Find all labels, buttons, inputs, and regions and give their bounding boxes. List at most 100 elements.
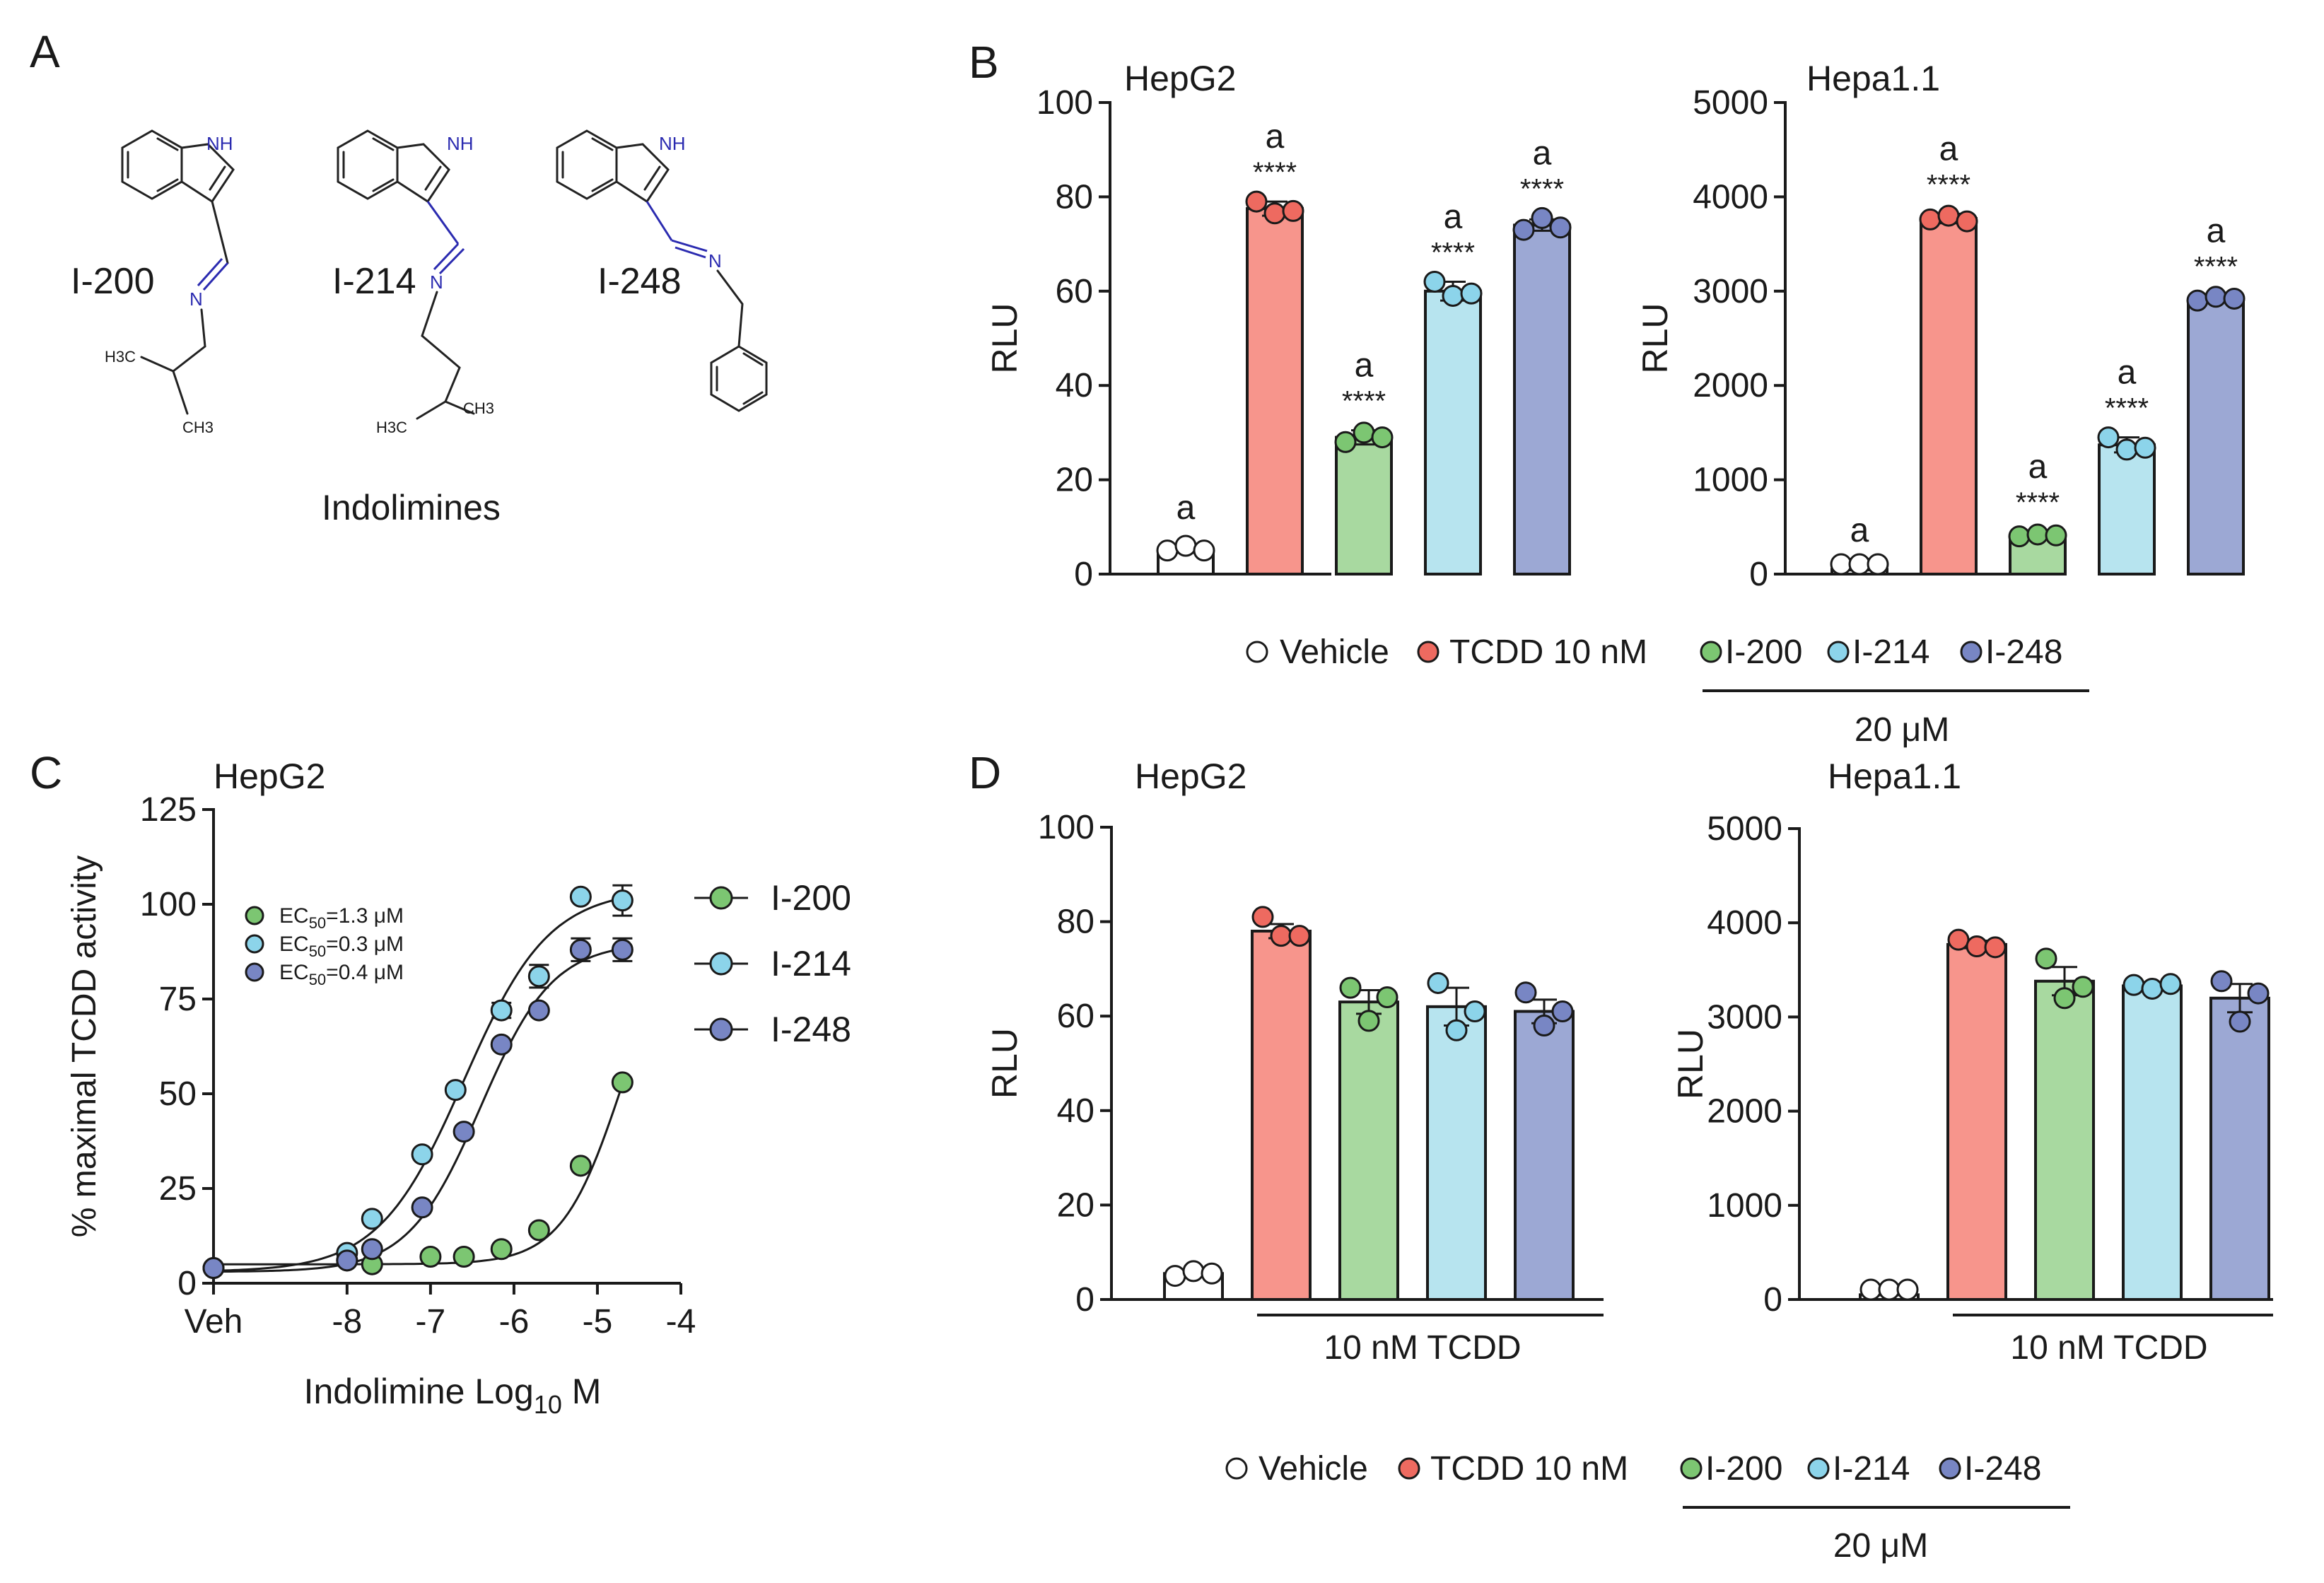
data-point-tcdd (1270, 925, 1292, 947)
data-point-i248 (1514, 981, 1537, 1004)
legend-label-i248: I-248 (1964, 1450, 2041, 1488)
y-axis-label: RLU (985, 303, 1024, 373)
data-point-i-214 (411, 1143, 433, 1166)
data-point-i-214 (611, 889, 633, 912)
legend-label-i-248: I-248 (771, 1010, 851, 1049)
significance-letter: a (1355, 347, 1374, 385)
group-label: 10 nM TCDD (2010, 1329, 2207, 1367)
data-point-i-248 (411, 1196, 433, 1219)
data-point-i-214 (569, 885, 592, 908)
y-axis-label: % maximal TCDD activity (66, 855, 103, 1238)
data-point-vehicle (1830, 553, 1852, 576)
y-tick-label: 0 (1074, 556, 1093, 593)
nh-label: NH (659, 133, 686, 154)
data-point-i214 (2134, 436, 2156, 459)
structure-i214: NH N H3C CH3 I-214 (332, 129, 494, 436)
data-point-tcdd (1245, 190, 1268, 213)
bar-chart-b-hepa11: Hepa1.1RLU010002000300040005000a****a***… (1635, 59, 2246, 593)
data-point-i248 (2186, 289, 2209, 312)
y-tick-label: 0 (1075, 1281, 1094, 1319)
y-tick-label: 60 (1057, 998, 1094, 1035)
legend-marker-i-248 (709, 1017, 733, 1041)
data-point-vehicle (1867, 553, 1889, 576)
y-axis-label: RLU (985, 1028, 1024, 1099)
data-point-i214 (1445, 1019, 1468, 1041)
data-point-i248 (2210, 970, 2233, 993)
data-point-i-248 (569, 938, 592, 961)
y-tick-label: 2000 (1707, 1093, 1782, 1131)
ec50-note-i-200: EC50=1.3 μM (279, 904, 404, 932)
data-point-tcdd (1919, 208, 1941, 230)
bar-tcdd (1920, 217, 1978, 576)
data-point-i-200 (490, 1238, 513, 1261)
significance-stars: **** (2194, 251, 2238, 282)
panel-letter-c: C (30, 747, 62, 798)
data-point-tcdd (1263, 202, 1286, 225)
data-point-i-200 (419, 1245, 442, 1268)
y-tick-label: 50 (159, 1075, 197, 1113)
bar-chart-d-hepg2: HepG2 RLU 0 20 40 60 80 100 10 nM TCDD (985, 757, 1604, 1367)
data-point-i214 (1464, 1000, 1486, 1023)
data-point-i200 (2053, 987, 2076, 1010)
data-point-i200 (2045, 524, 2067, 547)
legend-marker-i200 (1700, 641, 1722, 663)
data-point-tcdd (1288, 925, 1311, 947)
legend-label-i248: I-248 (1985, 633, 2062, 671)
legend-label-vehicle: Vehicle (1280, 633, 1389, 671)
bar-i214 (2122, 984, 2183, 1301)
legend-marker-i214 (1807, 1457, 1830, 1480)
ec50-marker-i-200 (245, 906, 264, 925)
data-point-i200 (1376, 986, 1399, 1008)
fit-curve-i-248 (214, 947, 623, 1273)
y-tick-label: 2000 (1693, 367, 1768, 404)
bar-tcdd (1946, 942, 2007, 1302)
bar-i248 (2209, 996, 2270, 1301)
y-tick-label: 0 (177, 1265, 197, 1302)
y-tick-label: 0 (1763, 1281, 1782, 1319)
x-tick-label: Veh (185, 1303, 243, 1340)
legend-label-i200: I-200 (1705, 1450, 1782, 1488)
data-point-i214 (1423, 270, 1446, 293)
significance-letter: a (1533, 134, 1552, 172)
y-tick-label: 25 (159, 1170, 197, 1208)
ch3-label: CH3 (182, 419, 214, 436)
legend-marker-i248 (1939, 1457, 1961, 1480)
bar-i214 (1424, 289, 1482, 576)
data-point-i200 (2035, 947, 2057, 970)
significance-letter: a (2118, 354, 2137, 392)
data-point-tcdd (1956, 210, 1978, 233)
data-point-i214 (2141, 977, 2164, 1000)
y-tick-label: 100 (140, 886, 197, 923)
legend-concentration: 20 μM (1855, 711, 1949, 749)
chart-title: HepG2 (214, 757, 325, 796)
legend-marker-i214 (1827, 641, 1850, 663)
y-tick-label: 100 (1038, 809, 1094, 846)
significance-letter: a (1939, 130, 1958, 168)
significance-letter: a (1850, 512, 1869, 549)
legend-label-i-214: I-214 (771, 944, 851, 983)
imine-n-label: N (430, 271, 443, 293)
fit-curve-i-214 (213, 896, 623, 1272)
x-tick-label: -6 (499, 1303, 530, 1340)
data-point-vehicle (1193, 539, 1215, 562)
data-point-i200 (1357, 1010, 1380, 1032)
structure-i248: NH N I-248 (556, 129, 768, 412)
legend-marker-tcdd (1417, 641, 1440, 663)
nh-label: NH (447, 133, 474, 154)
fit-curve-i-200 (214, 1084, 624, 1266)
y-axis-label: RLU (1671, 1029, 1710, 1099)
data-point-tcdd (1937, 204, 1960, 227)
data-point-i214 (2097, 426, 2120, 449)
data-point-i-200 (611, 1071, 633, 1094)
panel-letter-a: A (30, 26, 60, 77)
legend-marker-i-200 (709, 886, 733, 910)
panel-letter-d: D (969, 747, 1001, 798)
legend-marker-i248 (1960, 641, 1983, 663)
imine-n-label: N (189, 288, 203, 310)
legend-label-vehicle: Vehicle (1259, 1450, 1368, 1488)
y-tick-label: 60 (1056, 273, 1093, 310)
data-point-vehicle (1896, 1278, 1919, 1301)
y-tick-label: 20 (1056, 462, 1093, 499)
ch3-label: CH3 (463, 399, 494, 417)
data-point-i248 (2229, 1010, 2251, 1033)
